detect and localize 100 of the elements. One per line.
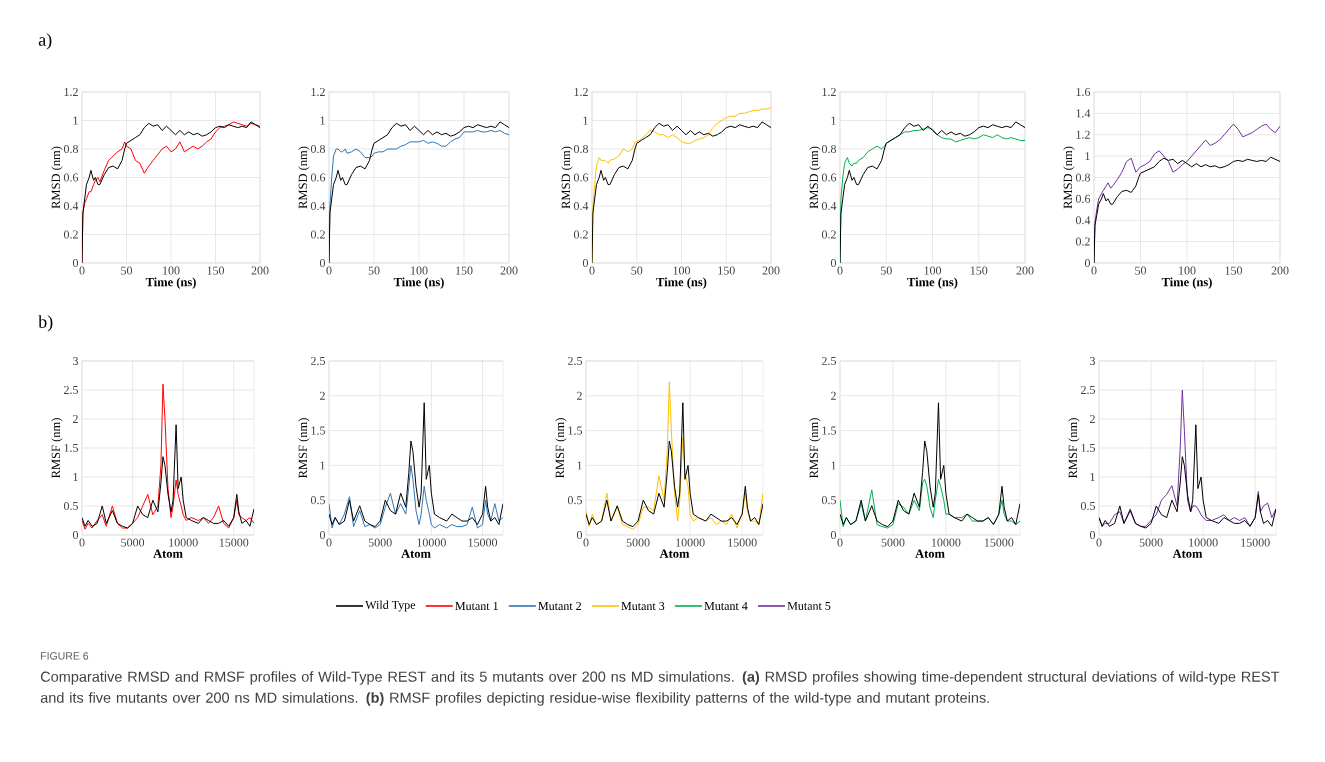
- x-tick-label: 15000: [219, 538, 249, 547]
- x-tick-label: 15000: [1241, 538, 1270, 547]
- y-tick-label: 0: [72, 530, 79, 540]
- x-tick-label: 15000: [984, 538, 1014, 547]
- y-tick-label: 0: [72, 258, 79, 268]
- y-tick-label: 1: [73, 473, 78, 481]
- y-tick-label: 0.8: [1075, 173, 1091, 182]
- y-tick-label: 0: [319, 258, 326, 268]
- x-tick-label: 0: [837, 266, 843, 275]
- y-tick-label: 0.8: [310, 144, 326, 154]
- y-tick-label: 0.5: [310, 496, 326, 505]
- x-tick-label: 200: [500, 266, 518, 275]
- y-tick-label: 0.5: [63, 501, 79, 511]
- y-tick-label: 2: [320, 391, 325, 400]
- y-tick-label: 0.6: [310, 173, 326, 182]
- y-tick-label: 1: [831, 461, 836, 470]
- y-axis-title: RMSD (nm): [809, 146, 821, 209]
- x-tick-label: 100: [673, 266, 691, 275]
- y-tick-label: 0.2: [1075, 237, 1090, 246]
- y-tick-label: 2.5: [64, 385, 79, 395]
- y-tick-label: 1: [1085, 152, 1090, 161]
- y-tick-label: 0: [576, 530, 583, 540]
- y-tick-label: 0.6: [821, 173, 837, 182]
- y-axis-title: RMSD (nm): [298, 146, 310, 209]
- x-tick-label: 0: [837, 538, 843, 547]
- line-series: [82, 383, 255, 530]
- y-axis-title: RMSD (nm): [51, 146, 63, 209]
- y-tick-label: 2: [831, 391, 836, 400]
- x-tick-label: 15000: [468, 538, 498, 547]
- y-tick-label: 1: [831, 116, 836, 125]
- y-tick-label: 1.6: [1076, 87, 1091, 97]
- y-tick-label: 1.5: [568, 426, 583, 435]
- x-tick-label: 5000: [881, 538, 905, 547]
- y-tick-label: 0.8: [821, 144, 837, 154]
- y-tick-label: 0.4: [573, 201, 589, 211]
- y-tick-label: 1: [1090, 473, 1095, 481]
- y-tick-label: 0.6: [63, 173, 79, 182]
- y-tick-label: 1.4: [1076, 109, 1091, 118]
- y-tick-label: 1.2: [1076, 130, 1090, 139]
- x-tick-label: 0: [589, 266, 595, 275]
- x-tick-label: 0: [1096, 538, 1102, 547]
- y-tick-label: 2.5: [568, 356, 583, 366]
- y-tick-label: 2: [73, 415, 78, 423]
- y-tick-label: 0: [830, 258, 837, 268]
- text: b): [38, 315, 53, 332]
- x-tick-label: 0: [79, 266, 85, 275]
- x-axis-title: Time (ns): [145, 277, 196, 289]
- x-axis-title: Atom: [915, 549, 945, 558]
- y-tick-label: 0.4: [821, 201, 837, 211]
- legend-label: Mutant 2: [538, 601, 581, 611]
- x-tick-label: 200: [251, 266, 269, 275]
- x-axis-title: Atom: [659, 549, 690, 558]
- legend-label: Mutant 3: [621, 601, 665, 611]
- y-tick-label: 1: [577, 461, 582, 470]
- line-series: [82, 424, 255, 529]
- y-tick-label: 1.5: [64, 443, 79, 453]
- x-tick-label: 200: [1271, 266, 1289, 275]
- y-tick-label: 2.5: [822, 356, 837, 366]
- y-tick-label: 0: [582, 258, 589, 268]
- x-tick-label: 100: [163, 266, 180, 275]
- x-tick-label: 50: [631, 266, 643, 275]
- x-tick-label: 10000: [931, 538, 961, 547]
- y-tick-label: 1.2: [574, 87, 588, 97]
- y-tick-label: 0.2: [63, 230, 78, 239]
- x-tick-label: 50: [1135, 266, 1147, 275]
- y-axis-title: RMSF (nm): [555, 418, 567, 479]
- x-tick-label: 10000: [417, 538, 446, 547]
- x-tick-label: 150: [1225, 266, 1243, 275]
- line-series: [586, 402, 764, 528]
- legend-label: Mutant 4: [704, 601, 748, 610]
- x-tick-label: 10000: [1189, 538, 1218, 547]
- x-axis-title: Atom: [401, 549, 431, 558]
- x-tick-label: 100: [924, 266, 942, 275]
- x-tick-label: 5000: [368, 538, 392, 547]
- x-tick-label: 150: [970, 266, 988, 275]
- y-tick-label: 0.4: [310, 201, 326, 211]
- x-tick-label: 150: [207, 266, 225, 275]
- y-tick-label: 2.5: [311, 356, 326, 366]
- x-tick-label: 50: [880, 266, 892, 275]
- x-tick-label: 50: [121, 266, 133, 275]
- y-tick-label: 0: [1084, 258, 1091, 268]
- y-tick-label: 0.4: [63, 201, 79, 211]
- y-tick-label: 0.5: [567, 496, 583, 505]
- caption: FIGURE 6: [41, 652, 89, 660]
- y-tick-label: 0.4: [1075, 216, 1091, 225]
- x-tick-label: 0: [326, 266, 332, 275]
- y-axis-title: RMSD (nm): [561, 146, 573, 209]
- legend-label: Mutant 1: [455, 601, 498, 610]
- y-tick-label: 1: [73, 116, 78, 125]
- x-axis-title: Time (ns): [393, 277, 444, 289]
- y-tick-label: 1: [320, 461, 325, 470]
- y-tick-label: 1.5: [822, 426, 837, 435]
- x-tick-label: 150: [718, 266, 735, 275]
- x-tick-label: 5000: [626, 538, 650, 547]
- y-tick-label: 2: [577, 391, 582, 400]
- y-tick-label: 3: [73, 356, 79, 366]
- y-tick-label: 0.2: [573, 230, 588, 239]
- text: Comparative RMSD and RMSF profiles of Wild-Type REST and its 5 mutants over 200 ns MD simulations. (a) RMSD profiles showing time-dependent structural deviations of wild-type REST and its five mutants over 200 ns MD simulations. (b) RMSF profiles depicting residue-wise flexibility patterns of the wild-type and mutant proteins.: [40, 671, 1280, 706]
- x-tick-label: 100: [1179, 266, 1196, 275]
- y-tick-label: 1.5: [1081, 443, 1096, 453]
